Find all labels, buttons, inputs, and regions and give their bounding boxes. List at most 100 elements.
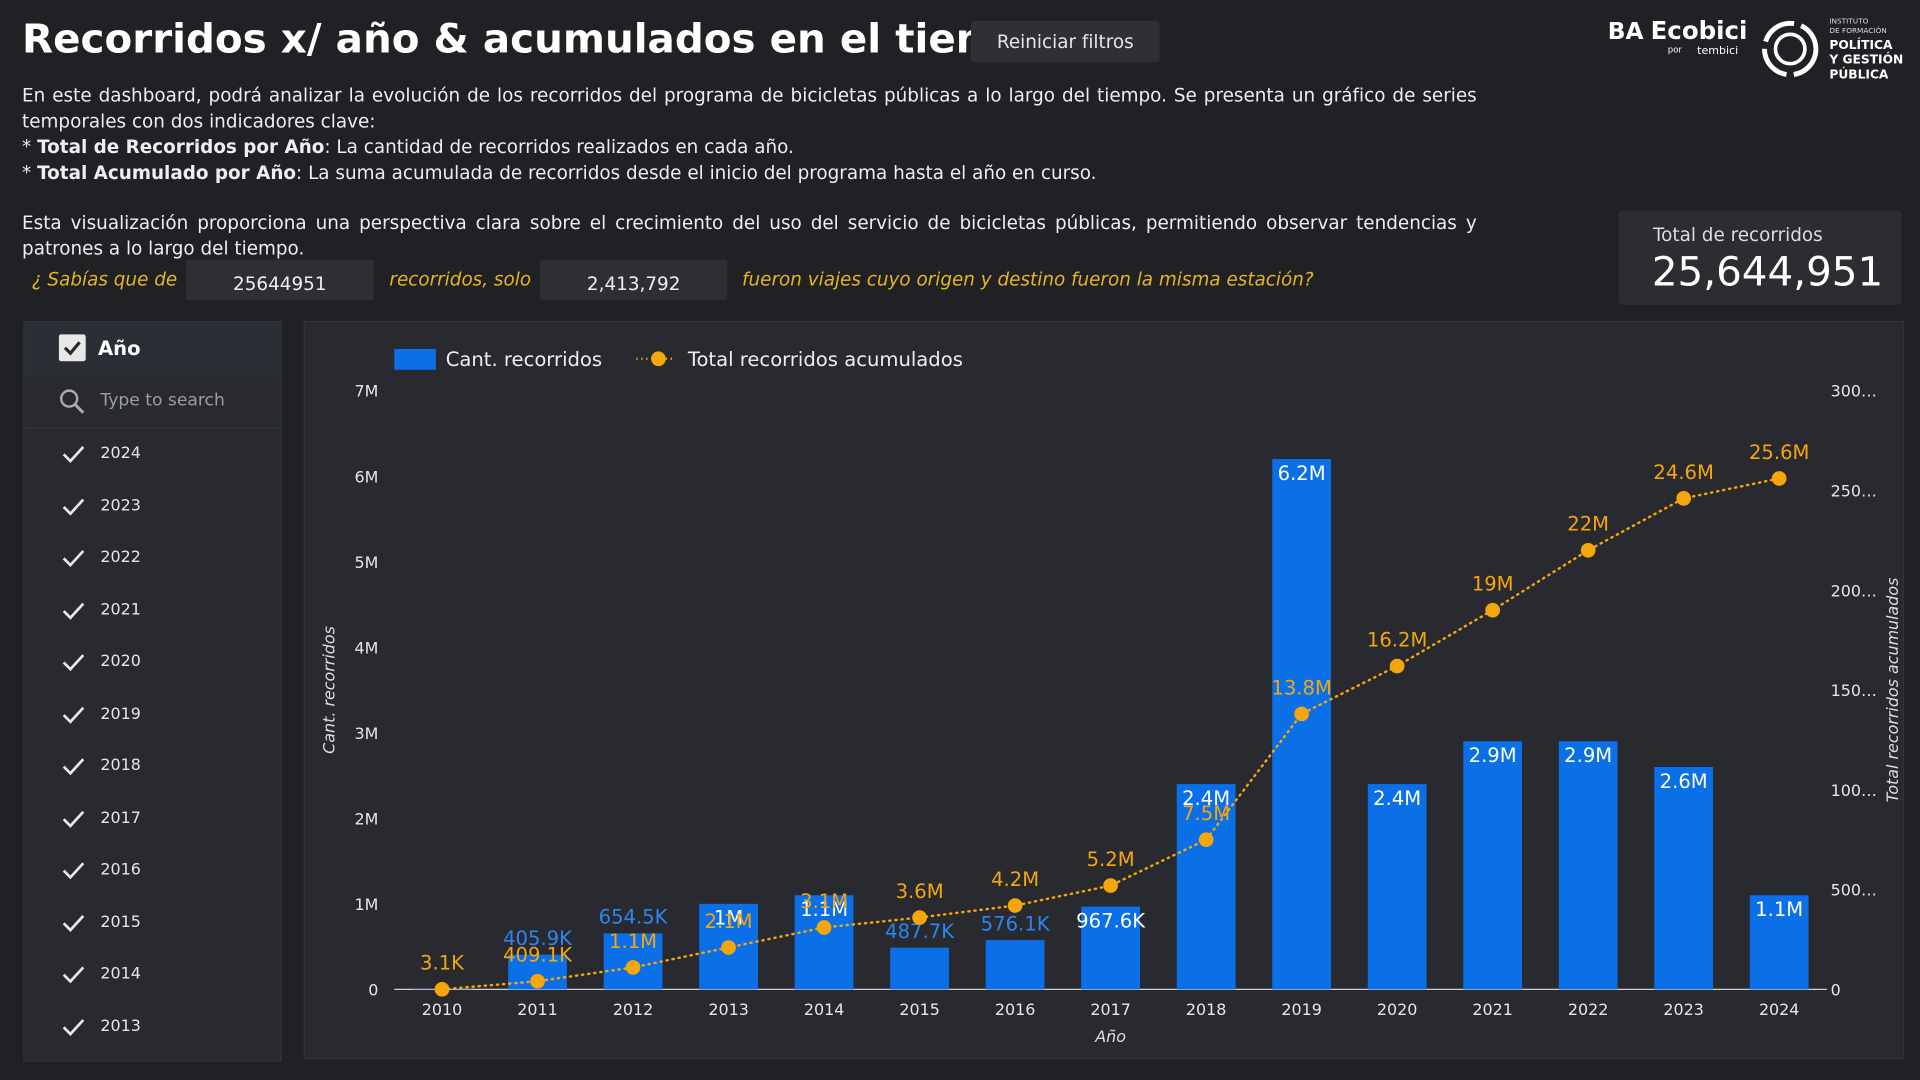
line-point xyxy=(434,981,450,997)
bar-value-label: 1M xyxy=(714,907,743,930)
x-tick-label: 2014 xyxy=(804,1000,844,1019)
line-point xyxy=(1198,832,1214,848)
institute-emblem xyxy=(1762,20,1819,78)
institute-line: INSTITUTO xyxy=(1829,16,1868,25)
x-tick-label: 2013 xyxy=(708,1000,748,1019)
trivia-middle: recorridos, solo xyxy=(389,268,532,291)
bar xyxy=(1081,906,1141,990)
filter-header[interactable]: Año xyxy=(24,322,281,376)
line-value-label: 24.6M xyxy=(1653,461,1713,484)
bullet-bold: Total de Recorridos por Año xyxy=(37,135,325,158)
y2-tick-label: 500… xyxy=(1831,881,1877,900)
check-icon[interactable] xyxy=(61,910,85,934)
check-icon[interactable] xyxy=(61,806,85,830)
legend-label: Cant. recorridos xyxy=(446,348,602,371)
filter-item[interactable]: 2014 xyxy=(100,964,141,984)
line-point xyxy=(1294,706,1309,722)
institute-line: PÚBLICA xyxy=(1829,66,1889,81)
bar xyxy=(1558,741,1618,990)
filter-item[interactable]: 2016 xyxy=(100,860,141,880)
line-value-label: 3.6M xyxy=(896,880,944,903)
y-tick-label: 4M xyxy=(355,638,379,657)
line-value-label: 3.1M xyxy=(800,890,848,913)
check-icon[interactable] xyxy=(61,442,85,466)
line-point xyxy=(1676,491,1692,506)
filter-item[interactable]: 2013 xyxy=(100,1016,141,1036)
legend-swatch xyxy=(394,348,436,370)
institute-line: DE FORMACIÓN xyxy=(1829,26,1886,35)
y2-axis-title: Total recorridos acumulados xyxy=(1883,578,1902,803)
search-input[interactable]: Type to search xyxy=(100,390,225,411)
logo-ecobici: Ecobici xyxy=(1651,16,1748,45)
line-point xyxy=(625,960,641,975)
bar-value-label: 2.4M xyxy=(1373,787,1421,810)
check-icon[interactable] xyxy=(61,858,85,882)
bar-value-label: 1.1M xyxy=(800,898,848,921)
filter-item[interactable]: 2017 xyxy=(100,808,141,828)
line-value-label: 3.1K xyxy=(420,952,465,975)
y-tick-label: 5M xyxy=(355,553,379,572)
bar-value-label: 2.9M xyxy=(1564,744,1612,767)
line-value-label: 1.1M xyxy=(609,930,657,953)
filter-item[interactable]: 2018 xyxy=(100,756,141,776)
logo-por: por xyxy=(1668,46,1683,56)
check-icon[interactable] xyxy=(61,754,85,778)
line-value-label: 25.6M xyxy=(1749,441,1809,464)
bullet-text: : La suma acumulada de recorridos desde … xyxy=(296,161,1097,184)
line-point xyxy=(530,973,545,989)
line-point xyxy=(721,940,736,955)
trivia-prefix: ¿ Sabías que de xyxy=(31,268,178,291)
filter-item[interactable]: 2020 xyxy=(100,652,141,672)
check-icon[interactable] xyxy=(61,650,85,674)
dashboard-title: Recorridos x/ año & acumulados en el tie… xyxy=(22,14,1055,63)
y-tick-label: 1M xyxy=(355,895,379,914)
y-tick-label: 7M xyxy=(355,382,379,401)
filter-item[interactable]: 2021 xyxy=(100,600,141,619)
bar xyxy=(1272,459,1332,990)
institute-line: Y GESTIÓN xyxy=(1828,52,1903,67)
filter-item[interactable]: 2015 xyxy=(100,912,141,932)
check-icon[interactable] xyxy=(61,598,85,622)
bar-value-label: 967.6K xyxy=(1076,909,1146,932)
x-tick-label: 2023 xyxy=(1663,1000,1703,1019)
legend-label: Total recorridos acumulados xyxy=(687,348,963,371)
bar-value-label: 2.6M xyxy=(1660,770,1708,793)
bar-value-label: 576.1K xyxy=(981,912,1051,935)
x-tick-label: 2018 xyxy=(1186,1000,1226,1019)
line-value-label: 2.1M xyxy=(705,910,753,933)
check-icon[interactable] xyxy=(61,494,85,518)
y-axis-title: Cant. recorridos xyxy=(319,626,338,754)
y-tick-label: 2M xyxy=(355,809,379,828)
line-value-label: 5.2M xyxy=(1087,848,1135,871)
line-value-label: 7.5M xyxy=(1182,802,1230,825)
bar xyxy=(1367,784,1427,990)
x-tick-label: 2012 xyxy=(613,1000,653,1019)
line-value-label: 19M xyxy=(1472,573,1514,596)
y2-tick-label: 200… xyxy=(1831,581,1877,600)
filter-item[interactable]: 2019 xyxy=(100,704,141,724)
logos: BA Ecobici por tembici INSTITUTO DE FORM… xyxy=(1608,16,1904,81)
reset-button[interactable]: Reiniciar filtros xyxy=(971,20,1160,63)
check-icon[interactable] xyxy=(61,546,85,570)
filter-item[interactable]: 2023 xyxy=(100,496,141,515)
line-value-label: 4.2M xyxy=(991,868,1039,891)
intro: En este dashboard, podrá analizar la evo… xyxy=(22,84,1477,133)
filter-item[interactable]: 2022 xyxy=(100,548,141,567)
select-all-checkbox[interactable] xyxy=(58,334,88,363)
line-point xyxy=(912,910,927,925)
check-icon[interactable] xyxy=(61,1014,85,1038)
x-tick-label: 2010 xyxy=(422,1000,462,1019)
bar xyxy=(890,947,949,990)
check-icon[interactable] xyxy=(61,702,85,726)
x-tick-label: 2019 xyxy=(1281,1000,1321,1019)
description: En este dashboard, podrá analizar la evo… xyxy=(22,83,1477,262)
filter-item[interactable]: 2024 xyxy=(100,444,141,463)
x-tick-label: 2016 xyxy=(995,1000,1035,1019)
line-value-label: 16.2M xyxy=(1367,628,1427,651)
bar-value-label: 2.4M xyxy=(1182,787,1230,810)
institute-emblem-inner xyxy=(1773,32,1807,66)
y2-tick-label: 0 xyxy=(1831,981,1841,1000)
check-icon[interactable] xyxy=(61,962,85,986)
trivia-total: 25644951 xyxy=(186,259,374,301)
